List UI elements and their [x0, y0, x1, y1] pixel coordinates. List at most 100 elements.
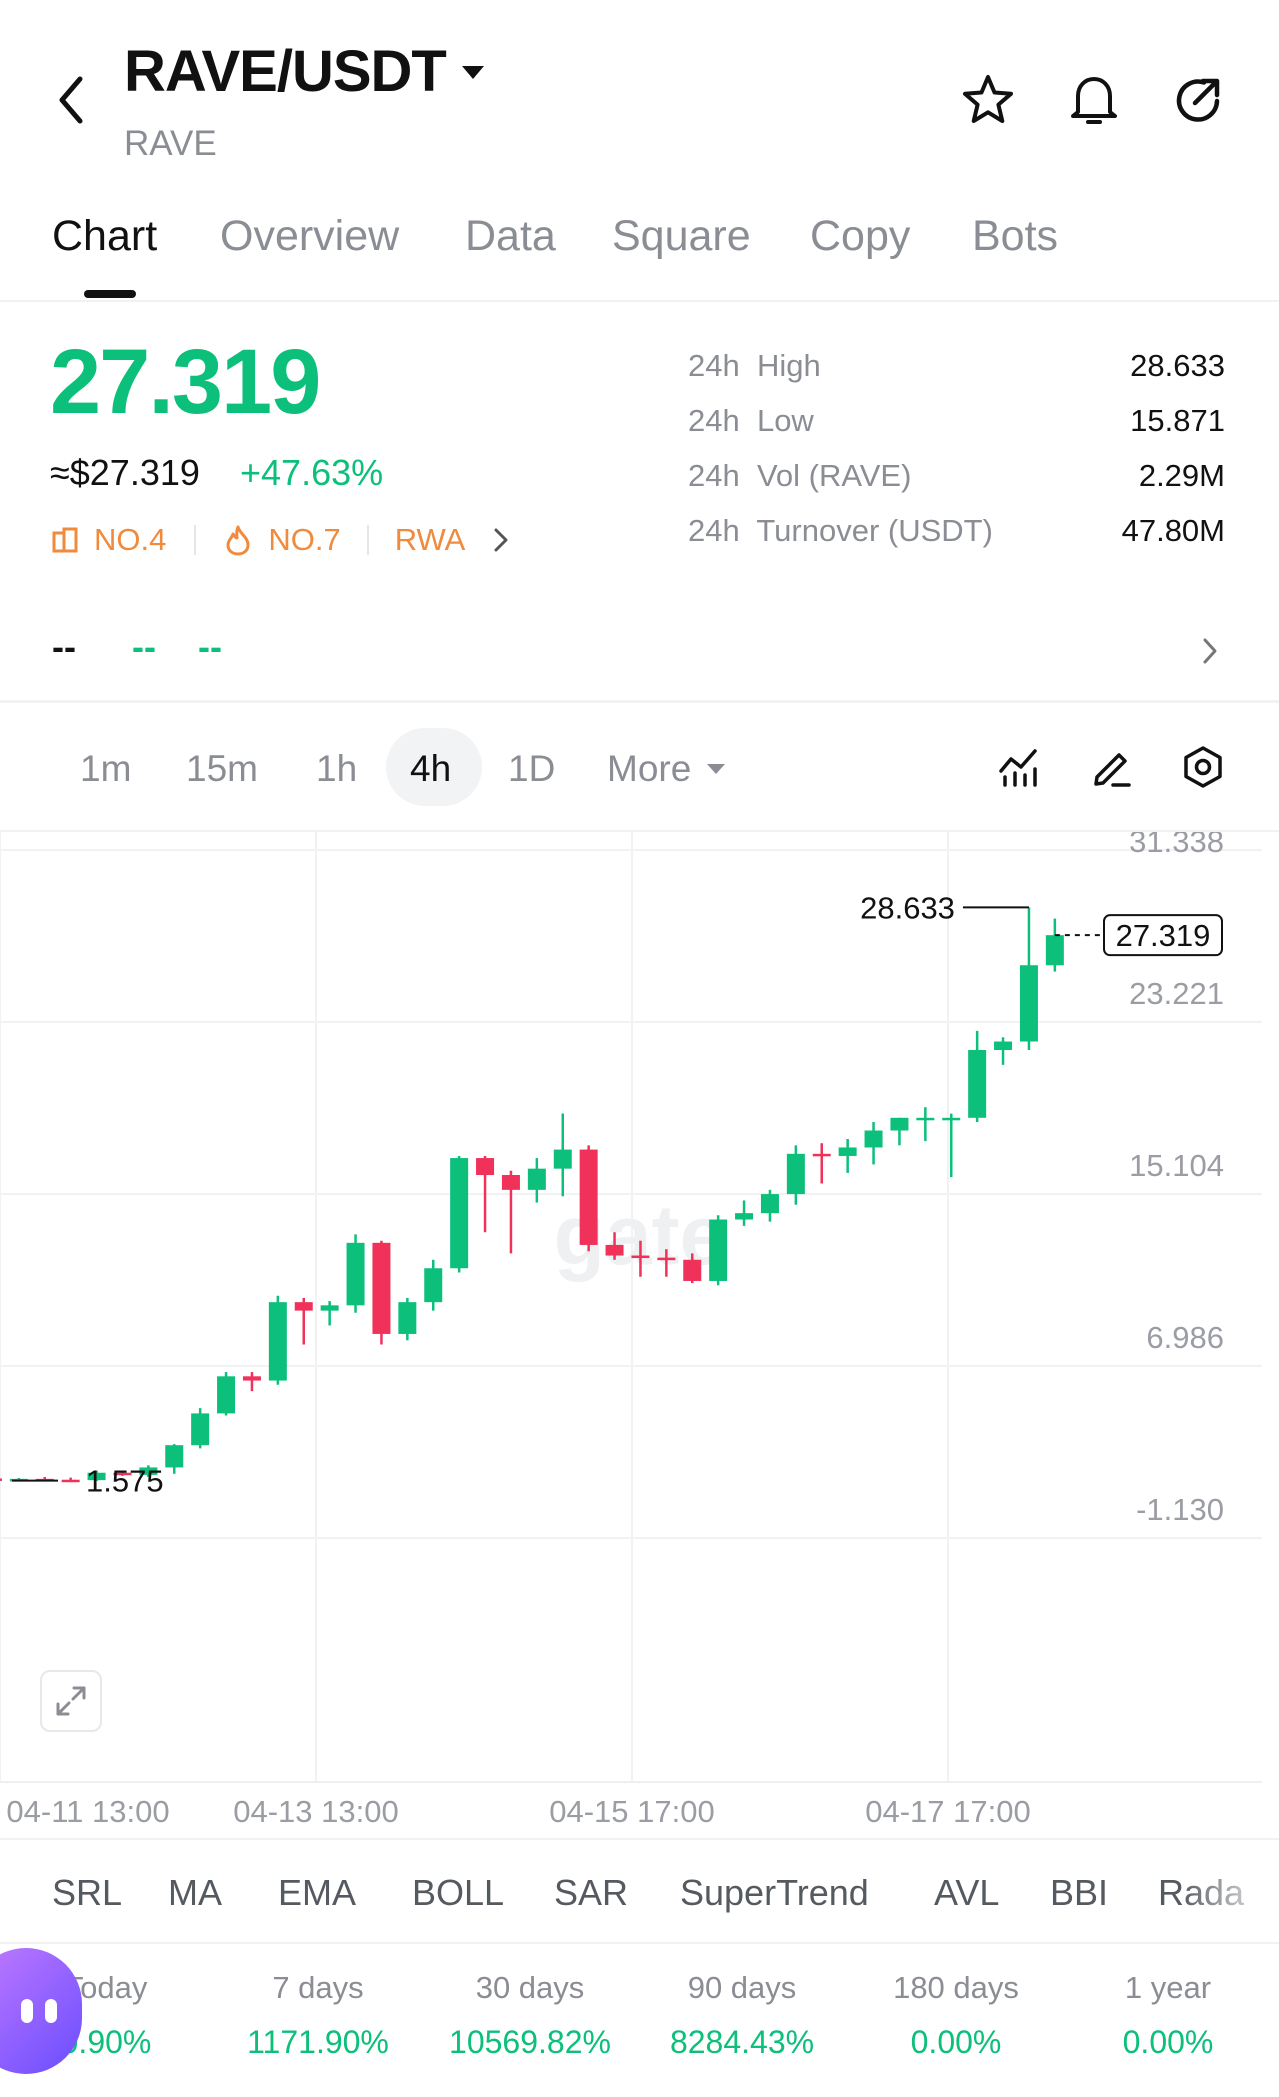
caret-down-icon: [461, 65, 484, 79]
indicators-divider-bottom: [0, 1942, 1279, 1944]
candle-body: [113, 1472, 132, 1476]
x-axis-tick-label: 04-11 13:00: [6, 1794, 169, 1829]
bell-icon: [1071, 77, 1117, 124]
tab-chart[interactable]: Chart: [52, 212, 158, 260]
chevron-right-icon: [494, 528, 508, 552]
performance-period-label: 1 year: [1124, 1970, 1212, 2005]
candle-body: [242, 1376, 261, 1381]
stat-low-label: 24h Low: [688, 403, 814, 438]
performance-period-value: 1171.90%: [247, 2024, 389, 2060]
badges-row[interactable]: NO.4 NO.7 RWA: [50, 522, 511, 558]
stat-low-value: 15.871: [1130, 403, 1225, 438]
stat-turnover-value: 47.80M: [1121, 513, 1225, 548]
last-price: 27.319: [50, 331, 321, 433]
performance-period-value: 0.00%: [1122, 2024, 1214, 2060]
candle-body: [605, 1244, 624, 1256]
candle-body: [864, 1130, 883, 1148]
tab-overview[interactable]: Overview: [220, 212, 400, 260]
tab-square[interactable]: Square: [612, 212, 751, 260]
alert-button[interactable]: [1064, 70, 1124, 130]
stat-high-value: 28.633: [1130, 348, 1225, 383]
candle-body: [139, 1467, 158, 1475]
candle-body: [942, 1117, 961, 1121]
badge-separator: [366, 525, 369, 555]
candle-body: [735, 1213, 754, 1220]
candle-body: [631, 1255, 650, 1259]
draw-button[interactable]: [1086, 742, 1136, 792]
indicator-srl[interactable]: SRL: [52, 1872, 123, 1913]
indicator-supertrend[interactable]: SuperTrend: [680, 1872, 869, 1913]
candle-body: [217, 1376, 236, 1414]
performance-period-value: 8284.43%: [669, 2024, 815, 2060]
chart-fullscreen-button[interactable]: [40, 1670, 102, 1732]
indicator-boll[interactable]: BOLL: [412, 1872, 505, 1913]
low-price-label: 1.575: [86, 1464, 164, 1499]
indicators-button[interactable]: [994, 742, 1044, 792]
performance-period-label: 180 days: [893, 1970, 1019, 2005]
y-axis-tick-label: 15.104: [1129, 1148, 1224, 1183]
indicator-bbi[interactable]: BBI: [1050, 1872, 1109, 1913]
pair-selector[interactable]: RAVE/USDT: [124, 38, 486, 105]
info-value-a: --: [52, 626, 76, 667]
indicators-divider-top: [0, 1838, 1279, 1840]
y-axis-tick-label: 23.221: [1129, 976, 1224, 1011]
candle-body: [450, 1158, 469, 1269]
assistant-eye-icon: [45, 1999, 57, 2023]
x-axis-tick-label: 04-15 17:00: [549, 1794, 714, 1829]
tab-bots[interactable]: Bots: [972, 212, 1059, 260]
indicator-ma[interactable]: MA: [168, 1872, 222, 1913]
candle-body: [87, 1472, 106, 1481]
rank-badge: NO.4: [94, 522, 167, 557]
timeframe-15m[interactable]: 15m: [186, 748, 258, 789]
candle-body: [61, 1479, 80, 1483]
settings-icon: [1184, 746, 1222, 788]
candle-body: [709, 1219, 728, 1281]
assistant-bubble[interactable]: [0, 1948, 82, 2074]
favorite-button[interactable]: [958, 70, 1018, 130]
performance-period-label: 90 days: [687, 1970, 797, 2005]
indicator-avl[interactable]: AVL: [934, 1872, 1000, 1913]
high-price-label: 28.633: [860, 890, 955, 925]
star-icon: [963, 75, 1013, 123]
price-change: +47.63%: [240, 452, 384, 493]
share-icon: [1176, 78, 1220, 122]
back-button[interactable]: [48, 70, 94, 130]
stat-vol-value: 2.29M: [1138, 458, 1225, 493]
info-row[interactable]: -- -- --: [0, 620, 1279, 680]
candle-body: [657, 1257, 676, 1261]
candle-body: [346, 1242, 365, 1306]
candle-body: [786, 1153, 805, 1195]
y-axis-tick-label: 6.986: [1146, 1320, 1224, 1355]
candle-body: [1019, 965, 1038, 1042]
share-button[interactable]: [1168, 70, 1228, 130]
x-axis-tick-label: 04-13 13:00: [233, 1794, 398, 1829]
candle-body: [527, 1168, 546, 1190]
timeframe-1m[interactable]: 1m: [80, 748, 132, 789]
info-value-b: --: [132, 626, 156, 667]
tab-data[interactable]: Data: [465, 212, 556, 260]
tab-copy[interactable]: Copy: [810, 212, 911, 260]
more-timeframes-dropdown[interactable]: More: [607, 748, 727, 790]
candle-body: [1045, 935, 1064, 966]
timeframe-1d[interactable]: 1D: [508, 748, 556, 789]
performance-period-value: 0.00%: [910, 2024, 1002, 2060]
pencil-icon: [1094, 753, 1131, 787]
candle-body: [165, 1445, 184, 1468]
indicators-fade: [1180, 1860, 1279, 1930]
indicator-ema[interactable]: EMA: [278, 1872, 357, 1913]
indicator-sar[interactable]: SAR: [554, 1872, 629, 1913]
candle-body: [683, 1259, 702, 1281]
caret-down-icon: [707, 764, 726, 774]
candle-body: [968, 1049, 987, 1118]
chart-settings-button[interactable]: [1178, 742, 1228, 792]
candle-body: [890, 1117, 909, 1131]
candle-body: [916, 1117, 935, 1121]
candle-body: [398, 1302, 417, 1334]
flame-icon: [226, 525, 250, 556]
timeframe-1h[interactable]: 1h: [316, 748, 358, 789]
candle-body: [294, 1302, 313, 1311]
assistant-eye-icon: [21, 1999, 33, 2023]
timeframe-4h[interactable]: 4h: [410, 748, 452, 789]
candle-body: [320, 1305, 339, 1311]
